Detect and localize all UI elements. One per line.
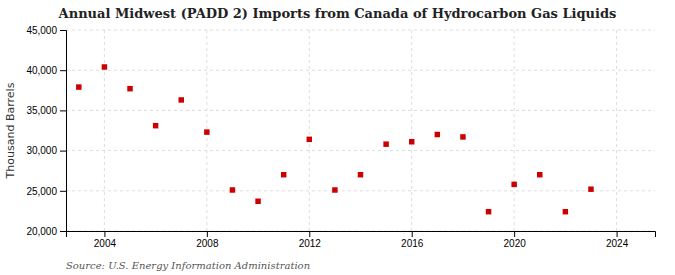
x-tick-label: 2016 — [401, 238, 424, 249]
x-tick-mark — [309, 231, 310, 237]
x-tick: 2020 — [504, 231, 527, 249]
grid-line — [411, 30, 412, 231]
point — [127, 86, 132, 91]
point — [511, 182, 516, 187]
x-tick-mark — [412, 231, 413, 237]
y-tick-mark — [60, 231, 66, 232]
point — [486, 209, 491, 214]
point — [281, 172, 286, 177]
point — [537, 172, 542, 177]
point — [255, 199, 260, 204]
y-tick-mark — [60, 191, 66, 192]
y-axis-line — [60, 31, 67, 232]
x-tick: 2012 — [299, 231, 322, 249]
grid — [66, 30, 655, 231]
grid-line — [66, 110, 655, 111]
point — [204, 129, 209, 134]
grid-line — [514, 30, 515, 231]
point — [307, 137, 312, 142]
title: Annual Midwest (PADD 2) Imports from Can… — [58, 6, 617, 21]
y-tick-label: 40,000 — [26, 65, 57, 76]
x-tick: 2024 — [606, 231, 629, 249]
grid-line — [309, 30, 310, 231]
x-tick-label: 2020 — [504, 238, 527, 249]
y-tick: 45,000 — [26, 25, 66, 36]
x-tick-label: 2008 — [196, 238, 219, 249]
grid-line — [66, 190, 655, 191]
y-tick-label: 30,000 — [26, 145, 57, 156]
y-tick-label: 35,000 — [26, 105, 57, 116]
x-axis-line — [67, 232, 656, 238]
grid-line — [66, 30, 655, 31]
point — [179, 97, 184, 102]
y-tick-mark — [60, 110, 66, 111]
point — [332, 187, 337, 192]
point — [435, 132, 440, 137]
x-tick: 2004 — [94, 231, 117, 249]
x-tick: 2008 — [196, 231, 219, 249]
x-tick: 2016 — [401, 231, 424, 249]
point — [460, 134, 465, 139]
x-tick-mark — [514, 231, 515, 237]
grid-line — [66, 70, 655, 71]
y-tick-label: 25,000 — [26, 186, 57, 197]
y-axis: 20,000 25,000 30,000 35,000 40,000 45,000 — [26, 25, 66, 237]
point — [230, 187, 235, 192]
x-tick-label: 2004 — [94, 238, 117, 249]
y-tick-label: 45,000 — [26, 25, 57, 36]
grid-line — [104, 30, 105, 231]
y-tick-mark — [60, 151, 66, 152]
x-tick-label: 2024 — [606, 238, 629, 249]
y-axis-title: Thousand Barrels — [4, 82, 17, 179]
point — [588, 186, 593, 191]
x-tick-mark — [207, 231, 208, 237]
y-tick-mark — [60, 30, 66, 31]
y-tick: 30,000 — [26, 145, 66, 156]
chart: 2004 2008 2012 2016 2020 2024 20,000 25,000 30,0… — [0, 0, 675, 275]
point — [76, 84, 81, 89]
x-tick-label: 2012 — [299, 238, 322, 249]
y-tick: 35,000 — [26, 105, 66, 116]
y-tick: 40,000 — [26, 65, 66, 76]
x-axis: 2004 2008 2012 2016 2020 2024 — [67, 231, 656, 249]
source: Source: U.S. Energy Information Administ… — [66, 260, 310, 271]
point — [102, 64, 107, 69]
grid-line — [66, 150, 655, 151]
plot: 2004 2008 2012 2016 2020 2024 20,000 25,000 30,0… — [26, 25, 655, 249]
y-tick-label: 20,000 — [26, 226, 57, 237]
y-tick-mark — [60, 70, 66, 71]
y-tick: 20,000 — [26, 226, 66, 237]
point — [409, 139, 414, 144]
x-tick-mark — [617, 231, 618, 237]
point — [153, 123, 158, 128]
grid-line — [616, 30, 617, 231]
points — [76, 64, 594, 214]
point — [563, 209, 568, 214]
x-tick-mark — [104, 231, 105, 237]
y-tick: 25,000 — [26, 186, 66, 197]
point — [358, 172, 363, 177]
point — [383, 141, 388, 146]
